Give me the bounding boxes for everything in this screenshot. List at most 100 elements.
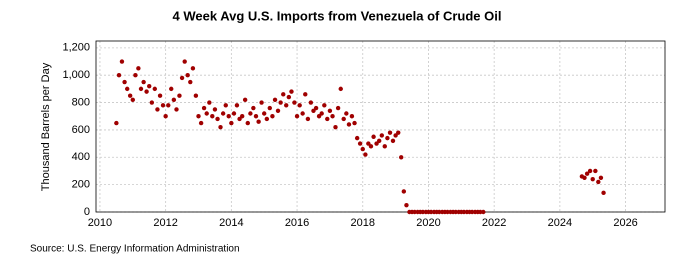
data-point xyxy=(133,73,138,78)
data-point xyxy=(171,97,177,103)
data-point xyxy=(382,144,387,149)
data-point xyxy=(325,116,330,122)
y-axis-label: Thousand Barrels per Day xyxy=(40,62,52,191)
data-point xyxy=(119,59,125,64)
data-point xyxy=(163,114,168,119)
x-tick-label: 2020 xyxy=(416,217,440,229)
data-point xyxy=(385,135,390,141)
data-point xyxy=(294,114,300,119)
data-point xyxy=(305,116,311,122)
data-point xyxy=(363,152,368,157)
y-tick-label: 400 xyxy=(72,151,90,163)
data-point xyxy=(198,120,204,126)
data-point xyxy=(166,103,171,108)
data-point xyxy=(360,146,365,152)
data-point xyxy=(335,105,341,111)
data-point xyxy=(226,114,231,119)
x-tick-label: 2024 xyxy=(548,217,572,229)
data-point xyxy=(204,111,209,116)
x-tick-label: 2012 xyxy=(153,217,177,229)
data-point xyxy=(366,141,371,146)
data-point xyxy=(169,86,174,92)
data-point xyxy=(286,94,292,100)
data-point xyxy=(401,189,407,194)
data-point xyxy=(210,114,215,119)
data-point xyxy=(116,73,122,78)
data-point xyxy=(190,66,196,71)
data-point xyxy=(368,144,374,149)
data-point xyxy=(344,111,349,116)
data-point xyxy=(341,116,346,122)
data-point xyxy=(598,175,604,180)
y-tick-label: 200 xyxy=(72,179,90,191)
data-point xyxy=(125,86,130,92)
x-tick-label: 2026 xyxy=(613,217,637,229)
data-point xyxy=(297,103,302,108)
data-point xyxy=(185,73,190,78)
data-point xyxy=(130,97,135,103)
data-point xyxy=(387,130,393,135)
data-point xyxy=(201,105,207,111)
y-tick-label: 800 xyxy=(72,96,90,108)
data-point xyxy=(152,86,158,92)
data-point xyxy=(122,79,127,85)
data-point xyxy=(300,111,305,116)
data-point xyxy=(349,114,355,119)
data-point xyxy=(292,100,297,105)
data-point xyxy=(218,124,223,130)
source-note: Source: U.S. Energy Information Administ… xyxy=(30,244,240,255)
data-point xyxy=(313,105,319,111)
data-point xyxy=(322,103,327,108)
data-point xyxy=(147,83,152,89)
data-point xyxy=(338,86,343,92)
data-point xyxy=(289,89,294,94)
data-point xyxy=(234,103,240,108)
data-point xyxy=(149,100,155,105)
data-point xyxy=(481,209,486,215)
data-point xyxy=(157,93,163,98)
data-point xyxy=(251,105,256,111)
data-point xyxy=(114,120,119,126)
data-point xyxy=(229,120,234,126)
data-point xyxy=(262,111,267,116)
data-point xyxy=(596,179,601,185)
y-tick-label: 600 xyxy=(72,124,90,136)
data-point xyxy=(284,103,289,108)
data-point xyxy=(155,107,160,112)
chart-title: 4 Week Avg U.S. Imports from Venezuela o… xyxy=(173,8,502,23)
data-point xyxy=(179,75,185,81)
data-point xyxy=(319,111,324,116)
data-point xyxy=(193,93,199,98)
data-point xyxy=(404,202,409,208)
data-point xyxy=(174,107,179,112)
data-point xyxy=(371,134,376,139)
data-point xyxy=(196,114,201,119)
y-tick-label: 1,000 xyxy=(62,69,90,81)
data-point xyxy=(207,100,212,105)
data-point xyxy=(259,100,264,105)
data-point xyxy=(188,79,193,85)
data-point xyxy=(398,155,404,160)
data-point xyxy=(272,97,278,103)
data-point xyxy=(590,176,595,182)
data-point xyxy=(357,141,363,146)
data-point xyxy=(311,108,316,113)
data-point xyxy=(253,114,259,119)
data-point xyxy=(316,114,322,119)
data-point xyxy=(601,190,606,196)
data-point xyxy=(281,92,286,97)
data-point xyxy=(346,122,352,127)
x-tick-label: 2014 xyxy=(219,217,243,229)
data-point xyxy=(327,108,333,113)
y-tick-label: 0 xyxy=(84,206,90,218)
data-point xyxy=(303,92,308,97)
data-point xyxy=(127,93,133,98)
y-tick-label: 1,200 xyxy=(62,42,90,54)
data-point xyxy=(374,141,379,146)
data-point xyxy=(160,103,166,108)
data-point xyxy=(308,100,314,105)
data-point xyxy=(215,116,220,122)
data-point xyxy=(376,138,382,144)
